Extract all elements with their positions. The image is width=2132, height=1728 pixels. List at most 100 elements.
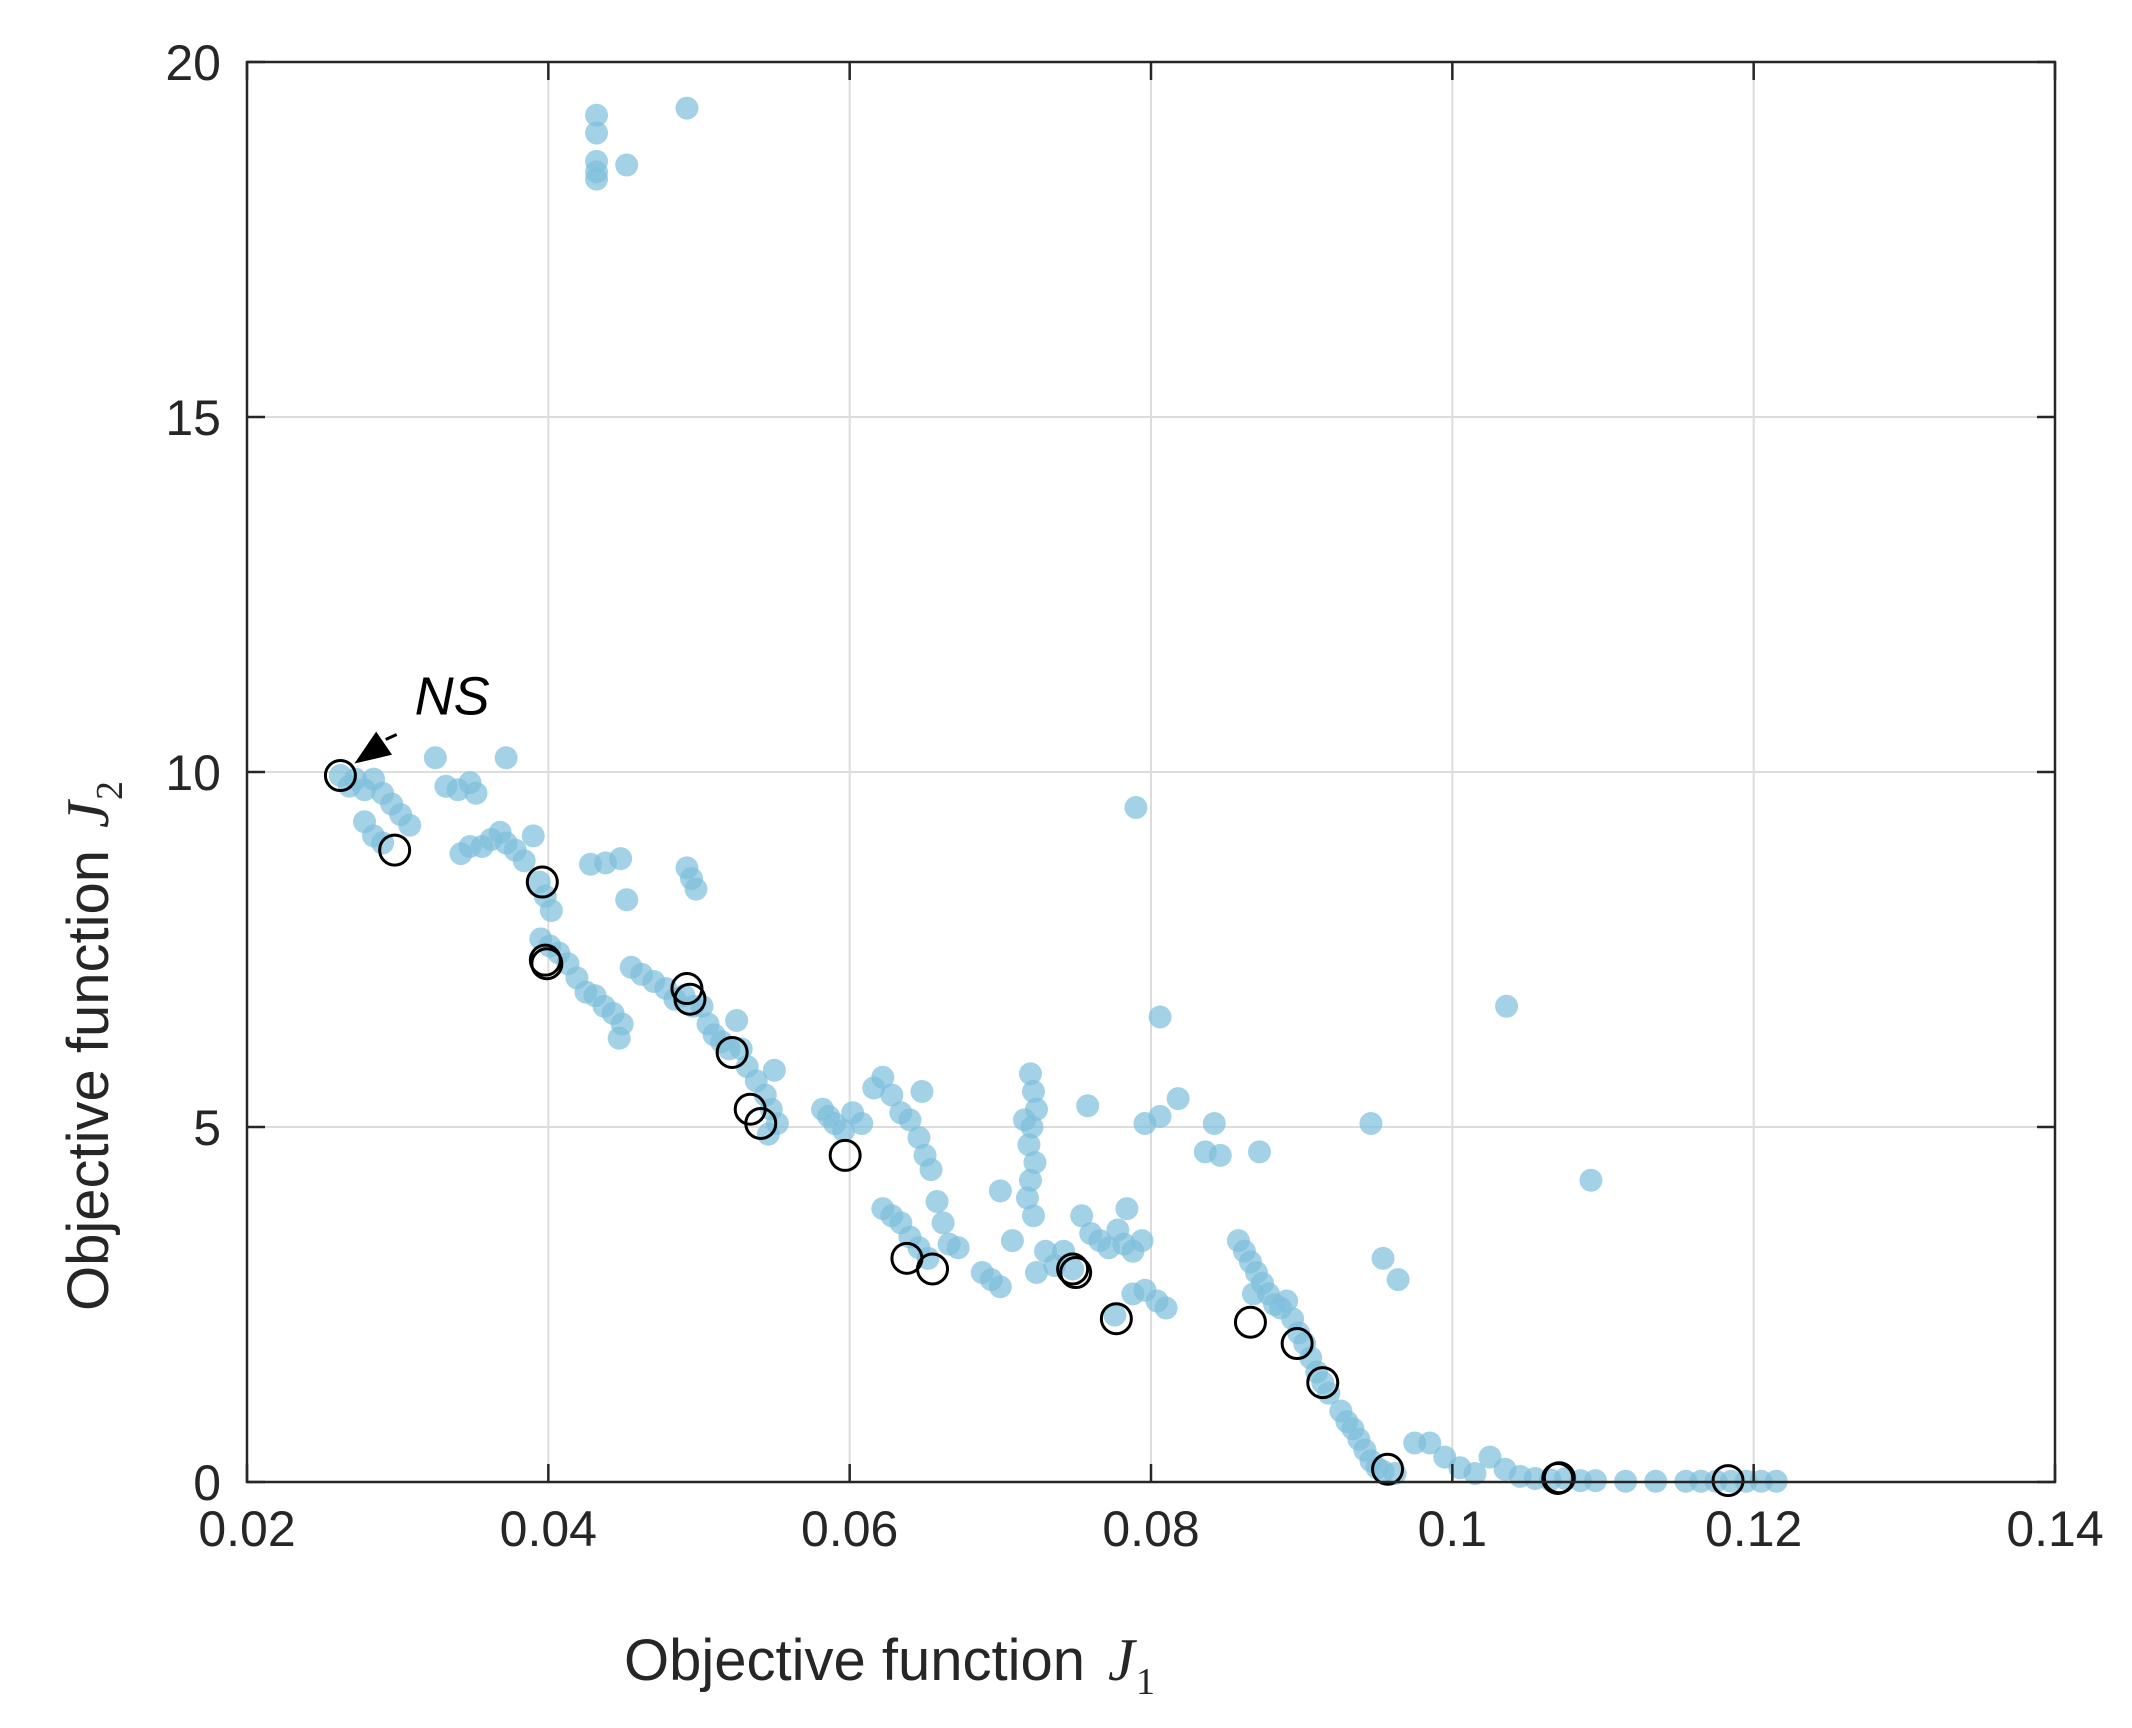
pareto-point [1542, 1461, 1576, 1495]
population-point [1021, 1204, 1045, 1228]
population-point [615, 153, 639, 177]
population-point [946, 1236, 970, 1260]
y-tick-label: 15 [165, 390, 221, 446]
population-point [1154, 1296, 1178, 1320]
population-point [1130, 1229, 1154, 1253]
population-point [585, 167, 609, 191]
population-point [1495, 994, 1519, 1018]
population-point [1166, 1087, 1190, 1111]
population-point [725, 1009, 749, 1032]
ns-annotation-label: NS [415, 667, 490, 727]
population-point [925, 1190, 949, 1214]
population-point [464, 781, 488, 805]
population-point [609, 847, 633, 871]
population-point [1148, 1104, 1172, 1128]
population-point [898, 1108, 922, 1132]
population-point [1383, 1461, 1407, 1485]
x-tick-label: 0.02 [198, 1501, 295, 1557]
population-point [1061, 1257, 1085, 1281]
y-axis-symbol: J [55, 799, 121, 828]
population-point [1386, 1268, 1410, 1292]
population-point [1070, 1204, 1094, 1228]
population-point [1359, 1111, 1383, 1135]
pareto-point [1306, 1366, 1340, 1400]
population-point [1024, 1261, 1048, 1285]
population-point [684, 877, 708, 901]
pareto-point [1056, 1252, 1090, 1286]
pareto-point [1233, 1305, 1267, 1339]
pareto-point [1099, 1302, 1133, 1336]
x-axis-title: Objective function [624, 1628, 1085, 1693]
pareto-point [828, 1138, 862, 1172]
population-series [328, 96, 1788, 1493]
population-point [919, 1158, 943, 1182]
population-point [1371, 1246, 1395, 1270]
population-point [398, 813, 422, 837]
pareto-point [715, 1035, 749, 1069]
pareto-point [1059, 1256, 1093, 1290]
x-axis-symbol: J [1108, 1627, 1137, 1693]
pareto-point [323, 759, 357, 793]
population-point [1241, 1282, 1265, 1306]
x-tick-label: 0.08 [1102, 1501, 1199, 1557]
population-point [1018, 1168, 1042, 1192]
population-point [1018, 1062, 1042, 1086]
population-point [1012, 1108, 1036, 1132]
population-point [988, 1179, 1012, 1203]
population-point [539, 898, 563, 922]
population-point [1000, 1229, 1024, 1253]
population-point [832, 1119, 856, 1143]
population-point [1103, 1303, 1127, 1327]
population-point [762, 1058, 786, 1082]
population-point [1124, 796, 1148, 819]
pareto-point [1280, 1327, 1314, 1361]
y-tick-label: 5 [193, 1100, 221, 1156]
population-point [1015, 1186, 1039, 1210]
pareto-series [323, 759, 1745, 1498]
annotation-arrow-head [354, 731, 393, 764]
population-point [910, 1080, 934, 1103]
x-tick-label: 0.1 [1418, 1501, 1488, 1557]
population-point [907, 1126, 931, 1150]
population-point [1247, 1140, 1271, 1164]
population-point [1052, 1239, 1076, 1263]
y-tick-label: 0 [193, 1455, 221, 1511]
pareto-point [530, 947, 564, 981]
x-axis-subscript: 1 [1136, 1661, 1155, 1703]
x-tick-label: 0.12 [1705, 1501, 1802, 1557]
population-point [1021, 1080, 1045, 1103]
axes [245, 60, 2057, 1484]
pareto-point [378, 833, 412, 867]
population-point [585, 121, 609, 145]
population-point [1583, 1469, 1607, 1493]
population-point [1023, 1151, 1047, 1174]
population-point [615, 888, 639, 912]
ns-annotation: NS [354, 667, 490, 764]
population-point [1208, 1143, 1232, 1167]
population-point [521, 824, 545, 848]
grid-lines [246, 61, 2056, 1483]
population-point [423, 746, 447, 770]
population-point [1202, 1111, 1226, 1135]
population-point [1579, 1168, 1603, 1192]
tick-labels: 0.02 0.04 0.06 0.08 0.1 0.12 0.14 0 5 10 15 20 [165, 35, 2103, 1557]
x-tick-label: 0.06 [801, 1501, 898, 1557]
y-tick-label: 10 [165, 745, 221, 801]
population-point [880, 1083, 904, 1107]
population-point [494, 746, 518, 770]
pareto-point [1371, 1452, 1405, 1486]
population-point [988, 1275, 1012, 1299]
pareto-point [673, 982, 707, 1016]
pareto-point [744, 1106, 778, 1140]
y-axis-title-group: Objective function J 2 [55, 781, 131, 1311]
population-point [1418, 1431, 1442, 1455]
population-point [931, 1211, 955, 1235]
y-axis-title: Objective function [56, 850, 121, 1311]
pareto-point [1711, 1464, 1745, 1498]
population-point [607, 1026, 631, 1050]
population-point [585, 103, 609, 127]
y-axis-subscript: 2 [89, 781, 131, 800]
population-point [675, 96, 699, 120]
population-point [1275, 1289, 1299, 1313]
